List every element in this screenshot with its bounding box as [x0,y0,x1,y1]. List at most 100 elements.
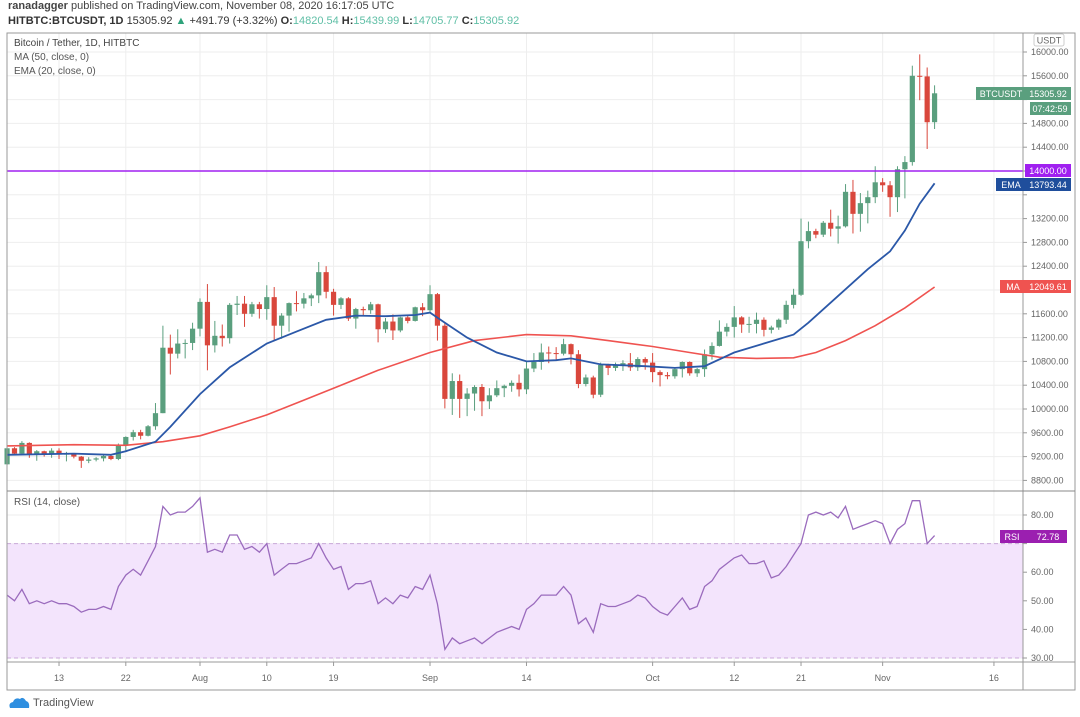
candle-body[interactable] [360,309,366,311]
candle-body[interactable] [293,303,300,305]
candle-body[interactable] [701,354,708,370]
candle-body[interactable] [724,326,730,332]
candle-body[interactable] [34,451,40,455]
candle-body[interactable] [598,364,604,395]
candle-body[interactable] [909,75,915,163]
candle-body[interactable] [761,319,767,330]
candle-body[interactable] [434,294,441,326]
candle-body[interactable] [449,381,455,399]
author-name[interactable]: ranadagger [8,0,68,12]
candle-body[interactable] [19,442,25,454]
candle-body[interactable] [130,432,136,437]
candle-body[interactable] [479,386,485,402]
candle-body[interactable] [316,272,322,296]
candle-body[interactable] [590,377,596,395]
candle-body[interactable] [850,191,856,214]
candle-body[interactable] [227,304,233,339]
candle-body[interactable] [56,450,62,455]
candle-body[interactable] [776,319,782,328]
candle-body[interactable] [78,456,84,461]
candle-body[interactable] [301,298,307,304]
candle-body[interactable] [894,169,901,198]
candle-body[interactable] [560,344,567,354]
candle-body[interactable] [568,344,574,355]
candle-body[interactable] [739,317,745,325]
candle-body[interactable] [382,321,389,330]
candle-body[interactable] [494,388,500,396]
candle-body[interactable] [212,335,218,346]
candle-body[interactable] [768,327,774,330]
candle-body[interactable] [902,162,908,170]
candle-body[interactable] [605,364,611,368]
candle-body[interactable] [204,301,211,346]
candle-body[interactable] [279,315,285,326]
candle-body[interactable] [501,385,507,389]
candle-body[interactable] [583,377,589,385]
candle-body[interactable] [123,436,129,446]
candle-body[interactable] [93,458,99,460]
candle-body[interactable] [642,359,648,363]
candle-body[interactable] [880,182,886,186]
candle-body[interactable] [672,369,678,377]
candle-body[interactable] [152,413,159,427]
candle-body[interactable] [308,295,314,299]
tradingview-logo[interactable]: TradingView [8,697,94,709]
candle-body[interactable] [753,319,760,324]
candle-body[interactable] [138,432,144,436]
candle-body[interactable] [234,303,240,305]
candle-body[interactable] [182,342,188,344]
candle-body[interactable] [538,352,544,362]
candle-body[interactable] [145,426,151,436]
candle-body[interactable] [546,352,552,354]
candle-body[interactable] [427,294,433,311]
candle-body[interactable] [368,304,374,311]
candle-body[interactable] [657,372,663,376]
currency-box[interactable] [1033,33,1065,47]
candle-body[interactable] [798,241,804,295]
candle-body[interactable] [471,386,478,394]
candle-body[interactable] [219,335,225,339]
ma-legend[interactable]: MA (50, close, 0) [14,52,90,63]
candle-body[interactable] [256,304,262,310]
candle-body[interactable] [635,359,641,368]
candle-body[interactable] [442,325,448,399]
ema-legend[interactable]: EMA (20, close, 0) [14,66,96,77]
candle-body[interactable] [353,309,359,319]
candle-body[interactable] [338,298,344,305]
candle-body[interactable] [108,456,114,459]
candle-body[interactable] [197,301,203,329]
candle-body[interactable] [397,317,403,331]
candle-body[interactable] [286,303,292,316]
candle-body[interactable] [390,321,396,331]
candle-body[interactable] [167,347,173,354]
candle-body[interactable] [345,298,351,319]
candle-body[interactable] [26,442,32,455]
candle-body[interactable] [71,453,77,457]
candle-body[interactable] [805,231,812,242]
candle-body[interactable] [791,294,797,305]
candle-body[interactable] [241,303,248,314]
candle-body[interactable] [330,291,337,305]
candle-body[interactable] [516,382,522,390]
candle-body[interactable] [731,317,737,327]
candle-body[interactable] [820,222,826,235]
candle-body[interactable] [783,304,789,320]
candle-body[interactable] [857,203,863,214]
rsi-legend[interactable]: RSI (14, close) [14,497,81,508]
candle-body[interactable] [835,226,841,229]
candle-body[interactable] [464,393,470,399]
candle-body[interactable] [887,185,893,198]
candle-body[interactable] [828,222,834,229]
candle-body[interactable] [420,307,426,311]
candle-body[interactable] [41,451,47,455]
candle-body[interactable] [457,381,463,399]
candle-body[interactable] [271,297,277,326]
candle-body[interactable] [553,353,559,355]
candle-body[interactable] [175,343,181,354]
candle-body[interactable] [486,395,492,402]
candle-body[interactable] [716,331,722,346]
candle-body[interactable] [813,231,819,235]
candle-body[interactable] [872,182,878,198]
candle-body[interactable] [612,365,619,368]
candle-body[interactable] [694,369,700,374]
